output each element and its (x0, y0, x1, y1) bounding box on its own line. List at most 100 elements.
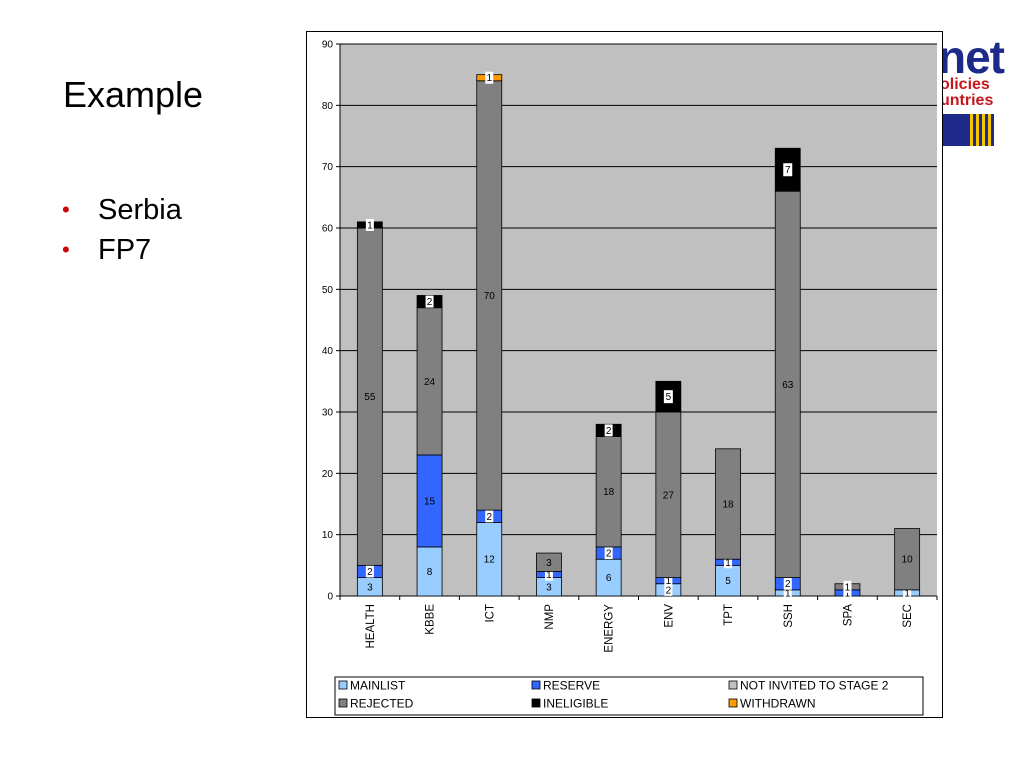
bar-segment (715, 564, 741, 597)
data-label-box (544, 568, 553, 581)
data-label: 1 (666, 576, 672, 587)
y-tick-label: 90 (322, 40, 334, 51)
data-label-box (783, 586, 792, 599)
x-tick-label: HEALTH (365, 604, 377, 649)
data-label: 12 (484, 555, 496, 566)
data-label: 1 (486, 73, 492, 84)
data-label-box (843, 580, 852, 593)
bar-segment (894, 528, 921, 591)
legend-swatch (531, 680, 541, 690)
y-tick-label: 20 (322, 469, 334, 480)
logo-line-2: untries (940, 92, 994, 109)
data-label-box (664, 574, 673, 587)
data-label: 6 (606, 573, 612, 584)
data-label: 2 (427, 297, 433, 308)
data-label-box (365, 218, 374, 231)
data-label: 27 (663, 490, 675, 501)
x-tick-label: SPA (842, 604, 854, 626)
y-tick-label: 40 (322, 346, 334, 357)
data-label: 1 (845, 582, 851, 593)
data-label: 63 (782, 380, 794, 391)
y-tick-label: 0 (327, 592, 333, 603)
y-tick-label: 50 (322, 285, 334, 296)
data-label: 1 (904, 588, 910, 599)
legend-label: INELIGIBLE (543, 697, 608, 711)
data-label-box (604, 547, 613, 560)
data-label: 3 (367, 582, 373, 593)
data-label-box (485, 510, 494, 523)
bar-segment (715, 448, 741, 560)
legend-label: REJECTED (350, 697, 414, 711)
legend-label: WITHDRAWN (740, 697, 816, 711)
bullet-text: FP7 (98, 234, 152, 266)
legend-swatch (338, 698, 348, 708)
bar-segment (655, 411, 682, 579)
chart-frame: 0 10 20 30 40 50 60 70 80 90 3 2 55 1 HEALTH 8 15 24 2 KBBE… (306, 31, 943, 718)
bullet-item: • FP7 (62, 230, 182, 270)
bullet-item: • Serbia (62, 190, 182, 230)
x-tick-label: SSH (783, 604, 795, 628)
data-label-box (604, 424, 613, 437)
data-label: 1 (845, 588, 851, 599)
legend-swatch (531, 698, 541, 708)
data-label: 1 (367, 220, 373, 231)
y-tick-label: 60 (322, 224, 334, 235)
data-label: 5 (666, 392, 672, 403)
data-label: 15 (424, 496, 436, 507)
x-tick-label: NMP (544, 604, 556, 630)
data-label-box (365, 565, 374, 578)
y-tick-label: 70 (322, 162, 334, 173)
x-tick-label: SEC (902, 604, 914, 628)
bullet-dot-icon: • (62, 237, 70, 262)
data-label: 2 (606, 549, 612, 560)
data-label: 1 (546, 570, 552, 581)
data-label: 18 (722, 500, 734, 511)
data-label: 1 (725, 558, 731, 569)
x-tick-label: ENV (663, 604, 675, 628)
data-label: 70 (484, 291, 496, 302)
data-label-box (843, 586, 852, 599)
data-label-box (903, 586, 912, 599)
data-label-box (664, 583, 673, 596)
data-label: 2 (785, 579, 791, 590)
data-label: 55 (364, 392, 376, 403)
data-label: 2 (666, 585, 672, 596)
bar-segment (536, 552, 562, 572)
partner-logo: net olicies untries (938, 30, 1024, 150)
slide-title: Example (63, 74, 204, 115)
bullet-text: Serbia (98, 194, 182, 226)
legend-swatch (728, 698, 738, 708)
logo-line-1: olicies (940, 76, 990, 93)
y-tick-label: 30 (322, 408, 334, 419)
y-tick-label: 80 (322, 101, 334, 112)
legend-box (334, 676, 924, 716)
stacked-bar-chart: 010203040506070809032551HEALTH815242KBBE… (322, 40, 938, 716)
data-label: 7 (785, 165, 791, 176)
data-label: 1 (785, 588, 791, 599)
legend-label: NOT INVITED TO STAGE 2 (740, 679, 889, 693)
bullet-list: • Serbia • FP7 (62, 190, 182, 270)
data-label: 3 (546, 582, 552, 593)
data-label-box (485, 71, 494, 84)
bar-segment (356, 227, 383, 566)
data-label-box (783, 163, 793, 177)
data-label: 2 (606, 426, 612, 437)
data-label-box (783, 577, 792, 590)
x-tick-label: TPT (723, 604, 735, 626)
y-tick-label: 10 (322, 530, 334, 541)
data-label: 2 (486, 512, 492, 523)
data-label: 10 (902, 555, 914, 566)
data-label: 18 (603, 487, 615, 498)
legend-swatch (728, 680, 738, 690)
data-label: 8 (427, 567, 433, 578)
bar-segment (416, 454, 443, 548)
bar-segment (595, 436, 622, 548)
legend-label: RESERVE (543, 679, 600, 693)
x-tick-label: ICT (484, 604, 496, 623)
data-label: 24 (424, 377, 436, 388)
data-label: 5 (725, 576, 731, 587)
legend-label: MAINLIST (350, 679, 406, 693)
x-tick-label: ENERGY (604, 604, 616, 653)
x-tick-label: KBBE (425, 604, 437, 635)
data-label: 3 (546, 558, 552, 569)
